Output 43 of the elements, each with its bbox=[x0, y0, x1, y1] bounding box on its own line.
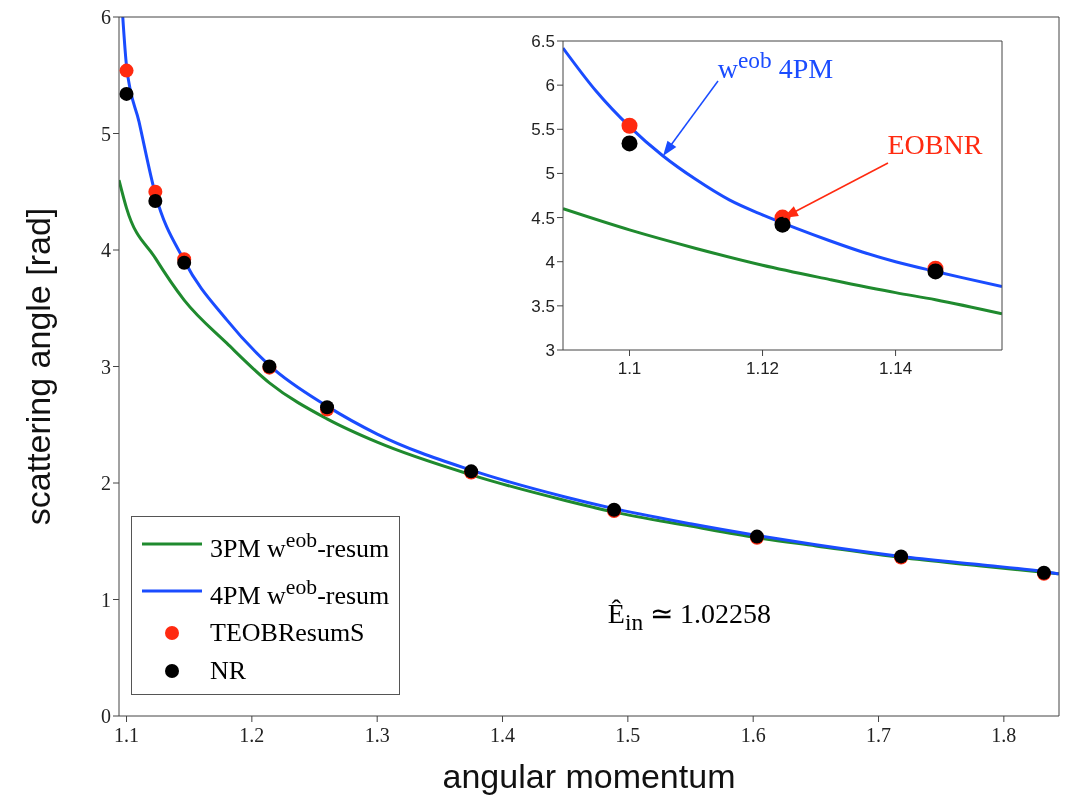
x-tick-label: 1.12 bbox=[746, 359, 780, 379]
y-tick-label: 2 bbox=[101, 472, 111, 495]
point bbox=[621, 135, 638, 152]
x-tick-label: 1.1 bbox=[114, 724, 140, 747]
y-tick-label: 1 bbox=[101, 588, 111, 611]
y-tick-label: 6 bbox=[101, 6, 111, 29]
annotation: EOBNR bbox=[887, 128, 983, 160]
x-tick-label: 1.1 bbox=[617, 359, 642, 379]
line-series bbox=[563, 207, 1002, 316]
legend-label: NR bbox=[210, 655, 247, 688]
y-tick-label: 6 bbox=[545, 76, 555, 96]
x-tick-label: 1.8 bbox=[991, 724, 1017, 747]
y-tick-label: 4 bbox=[545, 252, 555, 272]
y-tick-label: 3 bbox=[545, 341, 555, 361]
x-tick-label: 1.5 bbox=[615, 724, 641, 747]
legend-label: 3PM w$^{eob}$-resum bbox=[210, 527, 390, 565]
annotation: w$^{eob}$ 4PM bbox=[717, 46, 834, 85]
point bbox=[148, 194, 163, 209]
y-axis-title: scattering angle [rad] bbox=[19, 207, 58, 526]
x-tick-label: 1.7 bbox=[866, 724, 892, 747]
x-tick-label: 1.6 bbox=[740, 724, 766, 747]
annotation: Ê$_{in}$ ≃ 1.02258 bbox=[607, 598, 772, 635]
y-tick-label: 5.5 bbox=[531, 120, 555, 140]
x-tick-label: 1.3 bbox=[364, 724, 390, 747]
x-axis-title: angular momentum bbox=[442, 757, 736, 795]
y-tick-label: 0 bbox=[101, 705, 111, 728]
point bbox=[621, 117, 638, 134]
y-tick-label: 6.5 bbox=[531, 32, 555, 52]
x-tick-label: 1.14 bbox=[879, 359, 913, 379]
point bbox=[774, 216, 791, 233]
legend-label: TEOBResumS bbox=[210, 617, 365, 650]
x-tick-label: 1.4 bbox=[490, 724, 516, 747]
y-tick-label: 3.5 bbox=[531, 296, 555, 316]
line-series bbox=[563, 46, 1002, 288]
x-tick-label: 1.2 bbox=[239, 724, 265, 747]
y-tick-label: 4.5 bbox=[531, 208, 555, 228]
point bbox=[119, 63, 134, 78]
y-tick-label: 3 bbox=[101, 355, 111, 378]
y-tick-label: 4 bbox=[101, 239, 111, 262]
legend-label: 4PM w$^{eob}$-resum bbox=[210, 573, 390, 612]
point bbox=[119, 86, 134, 101]
y-tick-label: 5 bbox=[545, 164, 555, 184]
y-tick-label: 5 bbox=[101, 122, 111, 145]
